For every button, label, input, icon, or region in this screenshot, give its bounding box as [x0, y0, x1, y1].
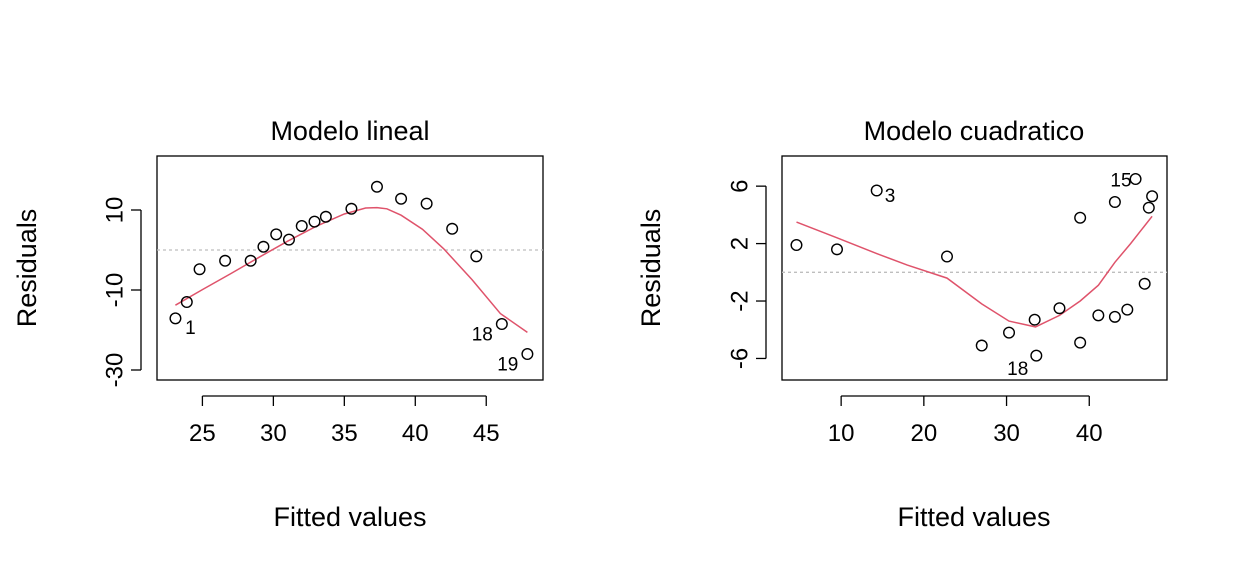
data-point: [1121, 303, 1134, 316]
data-point: [1003, 326, 1016, 339]
data-point: [1108, 195, 1121, 208]
point-label: 18: [1007, 359, 1028, 380]
data-point: [1108, 310, 1121, 323]
x-tick-label: 35: [331, 420, 358, 447]
x-tick-label: 25: [189, 420, 216, 447]
x-tick-label: 30: [993, 420, 1020, 447]
y-axis-label: Residuals: [12, 209, 42, 328]
data-point: [244, 254, 257, 267]
data-point: [319, 210, 332, 223]
x-tick-label: 45: [473, 420, 500, 447]
smooth-line: [175, 206, 528, 334]
data-point: [308, 215, 321, 228]
data-point: [1129, 172, 1142, 185]
x-axis-label: Fitted values: [897, 502, 1050, 532]
data-point: [790, 239, 803, 252]
data-point: [282, 233, 295, 246]
data-point: [941, 250, 954, 263]
data-point: [1092, 309, 1105, 322]
y-tick-label: -2: [727, 290, 754, 311]
data-point: [831, 243, 844, 256]
point-label: 19: [497, 355, 518, 376]
x-tick-label: 20: [910, 420, 937, 447]
data-point: [193, 263, 206, 276]
data-point: [295, 219, 308, 232]
data-point: [495, 318, 508, 331]
data-point: [219, 254, 232, 267]
data-point: [169, 312, 182, 325]
data-point: [1028, 313, 1041, 326]
chart-title: Modelo cuadratico: [864, 116, 1085, 146]
point-label: 18: [472, 325, 493, 346]
y-tick-label: 6: [727, 179, 754, 192]
y-tick-label: 10: [102, 197, 129, 224]
data-point: [345, 202, 358, 215]
x-tick-label: 40: [1076, 420, 1103, 447]
y-tick-label: -6: [727, 348, 754, 369]
panel-modelo-lineal: Modelo lineal Fitted values Residuals 25…: [12, 116, 544, 532]
plot-frame: [156, 155, 544, 381]
data-point: [1053, 302, 1066, 315]
x-axis-label: Fitted values: [273, 502, 426, 532]
data-point: [1074, 336, 1087, 349]
data-point: [1138, 277, 1151, 290]
point-label: 1: [185, 318, 196, 339]
smooth-line: [796, 215, 1153, 328]
point-label: 3: [885, 186, 896, 207]
x-tick-label: 10: [828, 420, 855, 447]
data-point: [395, 192, 408, 205]
data-point: [446, 222, 459, 235]
data-point: [180, 296, 193, 309]
x-tick-label: 30: [260, 420, 287, 447]
data-point: [870, 184, 883, 197]
data-point: [370, 180, 383, 193]
chart-title: Modelo lineal: [270, 116, 429, 146]
y-tick-label: 2: [727, 237, 754, 250]
data-point: [420, 197, 433, 210]
data-point: [521, 348, 534, 361]
data-point: [1142, 201, 1155, 214]
data-point: [270, 228, 283, 241]
data-point: [257, 240, 270, 253]
data-point: [470, 250, 483, 263]
data-point: [1030, 349, 1043, 362]
data-point: [1074, 211, 1087, 224]
point-label: 15: [1110, 170, 1131, 191]
y-tick-label: -30: [102, 353, 129, 388]
data-point: [975, 339, 988, 352]
data-point: [1146, 190, 1159, 203]
plot-frame: [781, 155, 1168, 381]
panel-modelo-cuadratico: Modelo cuadratico Fitted values Residual…: [636, 116, 1168, 532]
x-tick-label: 40: [402, 420, 429, 447]
y-tick-label: -10: [102, 273, 129, 308]
y-axis-label: Residuals: [636, 209, 666, 328]
